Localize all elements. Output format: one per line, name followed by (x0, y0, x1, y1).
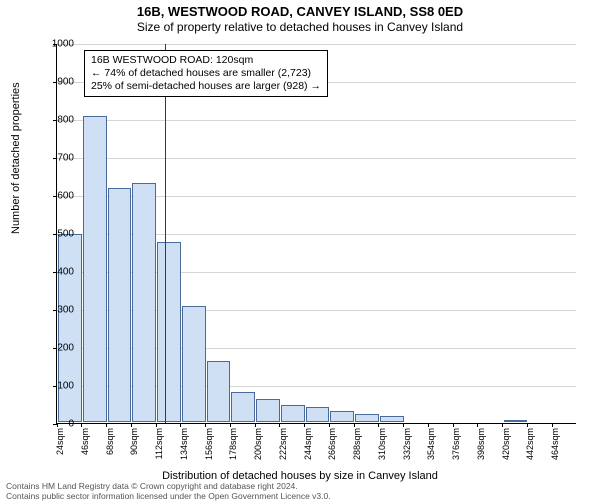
xtick-label: 90sqm (129, 428, 139, 455)
ytick-label: 500 (44, 229, 74, 240)
ytick-label: 100 (44, 381, 74, 392)
annotation-box: 16B WESTWOOD ROAD: 120sqm ← 74% of detac… (84, 50, 328, 97)
xtick-mark (180, 423, 181, 427)
xtick-label: 310sqm (377, 428, 387, 460)
xtick-label: 156sqm (204, 428, 214, 460)
annotation-line-3: 25% of semi-detached houses are larger (… (91, 80, 321, 93)
xtick-mark (354, 423, 355, 427)
xtick-label: 376sqm (451, 428, 461, 460)
xtick-label: 112sqm (154, 428, 164, 459)
xtick-label: 68sqm (105, 428, 115, 455)
xtick-label: 354sqm (426, 428, 436, 460)
xtick-label: 200sqm (253, 428, 263, 460)
xtick-label: 420sqm (501, 428, 511, 460)
xtick-mark (552, 423, 553, 427)
xtick-label: 442sqm (525, 428, 535, 460)
ytick-label: 700 (44, 153, 74, 164)
bar (504, 420, 528, 422)
xtick-label: 46sqm (80, 428, 90, 455)
bar (108, 188, 132, 422)
xtick-mark (131, 423, 132, 427)
xtick-mark (106, 423, 107, 427)
bar (83, 116, 107, 422)
annotation-line-1: 16B WESTWOOD ROAD: 120sqm (91, 54, 321, 67)
plot-region: 24sqm46sqm68sqm90sqm112sqm134sqm156sqm17… (56, 44, 576, 424)
bar (256, 399, 280, 422)
bar (355, 414, 379, 422)
xtick-mark (304, 423, 305, 427)
bar (207, 361, 231, 422)
ytick-label: 0 (44, 419, 74, 430)
reference-line (165, 44, 166, 423)
footer-line-2: Contains public sector information licen… (6, 492, 331, 502)
xtick-mark (279, 423, 280, 427)
bar (58, 234, 82, 422)
xtick-mark (230, 423, 231, 427)
xtick-mark (453, 423, 454, 427)
ytick-label: 800 (44, 115, 74, 126)
ytick-label: 600 (44, 191, 74, 202)
grid-line (57, 120, 576, 121)
bar (330, 411, 354, 422)
annotation-line-2: ← 74% of detached houses are smaller (2,… (91, 67, 321, 80)
bar (132, 183, 156, 422)
title-main: 16B, WESTWOOD ROAD, CANVEY ISLAND, SS8 0… (0, 4, 600, 19)
xtick-label: 398sqm (476, 428, 486, 460)
xtick-label: 266sqm (327, 428, 337, 460)
xtick-mark (255, 423, 256, 427)
xtick-label: 288sqm (352, 428, 362, 460)
xtick-mark (502, 423, 503, 427)
ytick-label: 900 (44, 77, 74, 88)
grid-line (57, 44, 576, 45)
xtick-mark (527, 423, 528, 427)
xtick-label: 134sqm (179, 428, 189, 460)
x-axis-title: Distribution of detached houses by size … (0, 470, 600, 482)
xtick-mark (81, 423, 82, 427)
bar (380, 416, 404, 422)
ytick-label: 200 (44, 343, 74, 354)
bar (157, 242, 181, 423)
xtick-label: 464sqm (550, 428, 560, 460)
ytick-label: 400 (44, 267, 74, 278)
bar (231, 392, 255, 422)
xtick-mark (156, 423, 157, 427)
grid-line (57, 158, 576, 159)
footer: Contains HM Land Registry data © Crown c… (6, 482, 331, 502)
bar (281, 405, 305, 422)
xtick-label: 244sqm (303, 428, 313, 460)
xtick-label: 222sqm (278, 428, 288, 460)
xtick-mark (428, 423, 429, 427)
y-axis-title: Number of detached properties (10, 82, 22, 234)
ytick-label: 300 (44, 305, 74, 316)
xtick-label: 24sqm (55, 428, 65, 455)
xtick-mark (403, 423, 404, 427)
bar (182, 306, 206, 422)
xtick-mark (329, 423, 330, 427)
xtick-mark (378, 423, 379, 427)
ytick-label: 1000 (44, 39, 74, 50)
chart-area: 24sqm46sqm68sqm90sqm112sqm134sqm156sqm17… (56, 44, 576, 424)
xtick-mark (477, 423, 478, 427)
xtick-label: 178sqm (228, 428, 238, 460)
bar (306, 407, 330, 422)
title-sub: Size of property relative to detached ho… (0, 20, 600, 34)
xtick-mark (205, 423, 206, 427)
xtick-label: 332sqm (402, 428, 412, 460)
